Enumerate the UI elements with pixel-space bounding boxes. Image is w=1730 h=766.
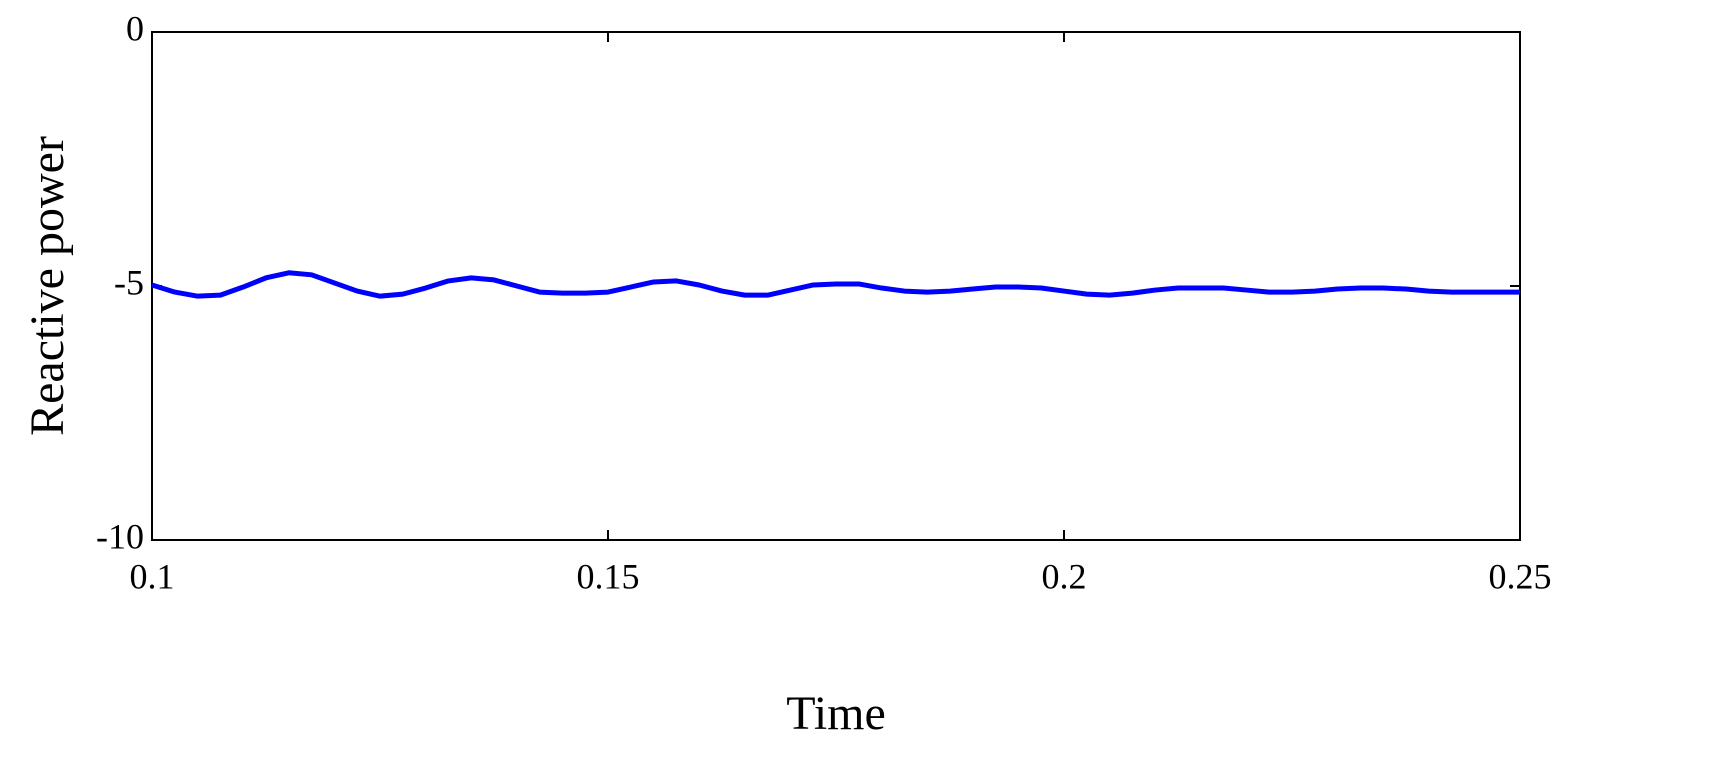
y-axis-label: Reactive power — [21, 136, 74, 436]
x-tick-label: 0.25 — [1489, 556, 1552, 596]
x-tick-label: 0.15 — [577, 556, 640, 596]
x-tick-label: 0.1 — [130, 556, 175, 596]
x-axis-label: Time — [786, 687, 886, 740]
x-tick-label: 0.2 — [1042, 556, 1087, 596]
y-tick-label: -10 — [96, 516, 144, 556]
y-tick-label: 0 — [126, 8, 144, 48]
y-tick-label: -5 — [114, 262, 144, 302]
data-line — [151, 270, 1520, 299]
